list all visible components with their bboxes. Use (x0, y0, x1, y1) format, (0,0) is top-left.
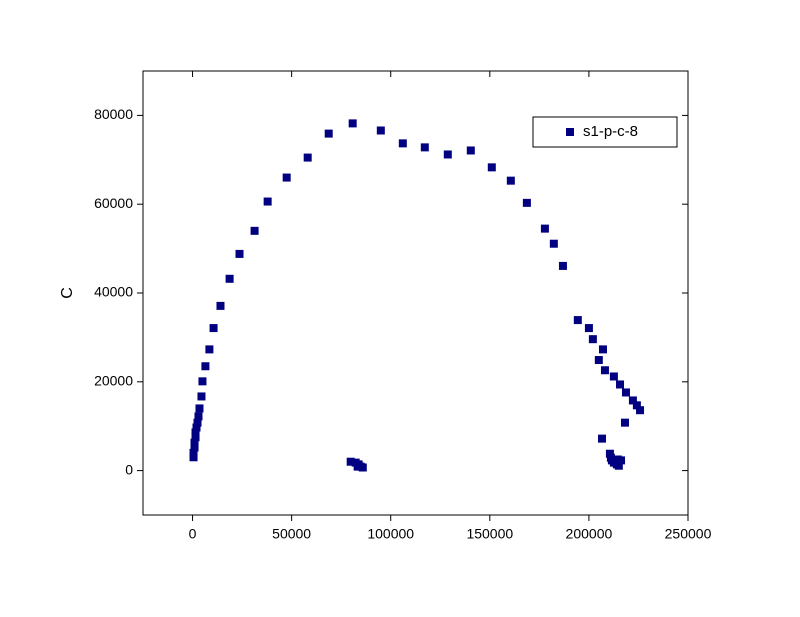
scatter-point (193, 418, 202, 427)
scatter-point (191, 433, 200, 442)
scatter-point (466, 146, 475, 155)
scatter-point (358, 463, 367, 472)
y-tick-label: 80000 (94, 106, 133, 122)
scatter-point (398, 139, 407, 148)
scatter-point (594, 356, 603, 365)
scatter-point (201, 362, 210, 371)
scatter-point (282, 173, 291, 182)
legend-box (532, 116, 678, 148)
scatter-point (609, 372, 618, 381)
x-tick-label: 0 (189, 526, 197, 542)
scatter-point (597, 434, 606, 443)
scatter-point (540, 224, 549, 233)
scatter-point (198, 377, 207, 386)
scatter-point (189, 453, 198, 462)
scatter-point (443, 150, 452, 159)
scatter-point (190, 438, 199, 447)
x-tick-label: 150000 (466, 526, 513, 542)
legend-label: s1-p-c-8 (583, 123, 638, 140)
x-tick-label: 50000 (272, 526, 311, 542)
scatter-point (620, 418, 629, 427)
scatter-point (190, 443, 199, 452)
scatter-point (324, 129, 333, 138)
scatter-point (189, 448, 198, 457)
scatter-point (558, 261, 567, 270)
scatter-point (376, 126, 385, 135)
scatter-point (614, 461, 623, 470)
scatter-point (192, 423, 201, 432)
scatter-point (346, 457, 355, 466)
scatter-point (584, 324, 593, 333)
y-tick-label: 60000 (94, 195, 133, 211)
scatter-point (303, 153, 312, 162)
scatter-point (522, 198, 531, 207)
scatter-point (348, 119, 357, 128)
scatter-point (197, 392, 206, 401)
scatter-point (353, 462, 362, 471)
scatter-point (573, 316, 582, 325)
scatter-point (205, 345, 214, 354)
y-tick-label: 20000 (94, 373, 133, 389)
scatter-point (235, 249, 244, 258)
scatter-point (549, 239, 558, 248)
scatter-point (628, 396, 637, 405)
scatter-point (225, 274, 234, 283)
x-tick-label: 200000 (566, 526, 613, 542)
scatter-point (636, 406, 645, 415)
scatter-point (506, 176, 515, 185)
scatter-point (616, 380, 625, 389)
scatter-point (263, 197, 272, 206)
scatter-point (194, 412, 203, 421)
x-tick-label: 100000 (367, 526, 414, 542)
scatter-point (632, 401, 641, 410)
legend-marker (566, 128, 574, 136)
y-tick-label: 0 (125, 461, 133, 477)
scatter-point (598, 345, 607, 354)
scatter-point (191, 428, 200, 437)
scatter-point (420, 143, 429, 152)
scatter-point (600, 366, 609, 375)
scatter-point (209, 324, 218, 333)
scatter-point (195, 404, 204, 413)
scatter-point (487, 163, 496, 172)
x-tick-label: 250000 (665, 526, 712, 542)
scatter-point (621, 388, 630, 397)
scatter-point (250, 226, 259, 235)
scatter-point (216, 301, 225, 310)
y-axis-label: C (59, 287, 76, 299)
scatter-point (588, 335, 597, 344)
y-tick-label: 40000 (94, 284, 133, 300)
scatter-point (617, 456, 626, 465)
